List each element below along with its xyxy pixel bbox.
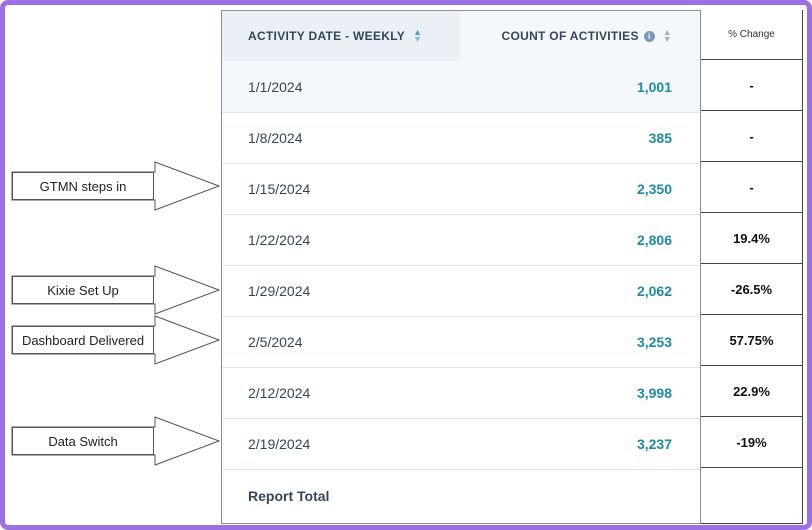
percent-change-cell: - [701,60,802,111]
annotation-gtmn-steps-in: GTMN steps in [12,172,154,200]
percent-change-cell: 57.75% [701,315,802,366]
row-date: 1/29/2024 [248,282,311,299]
row-date: 2/19/2024 [248,435,311,452]
percent-change-header: % Change [701,10,802,60]
annotation-kixie-set-up: Kixie Set Up [12,276,154,304]
sort-icon[interactable]: ▲ ▼ [662,27,672,44]
row-count: 385 [648,129,672,146]
table-row: 1/8/2024 385 [222,112,700,164]
table-row: 1/29/2024 2,062 [222,265,700,317]
row-count: 2,350 [636,180,672,197]
column-header-activity-date[interactable]: ACTIVITY DATE - WEEKLY ▲ ▼ [222,11,460,61]
table-row: 2/5/2024 3,253 [222,316,700,368]
percent-change-cell: -26.5% [701,264,802,315]
percent-change-cell: 19.4% [701,213,802,264]
percent-change-cell: -19% [701,417,802,468]
row-count: 3,237 [636,435,672,452]
table-row: 2/19/2024 3,237 [222,418,700,470]
row-date: 2/5/2024 [248,333,303,350]
sort-icon[interactable]: ▲ ▼ [413,27,423,44]
percent-change-total-cell [701,468,802,519]
info-icon[interactable]: i [643,30,655,42]
table-row: 1/22/2024 2,806 [222,214,700,266]
report-table: ACTIVITY DATE - WEEKLY ▲ ▼ COUNT OF ACTIV… [221,10,701,524]
row-date: 2/12/2024 [248,384,311,401]
row-date: 1/15/2024 [248,180,311,197]
table-header: ACTIVITY DATE - WEEKLY ▲ ▼ COUNT OF ACTIV… [222,11,700,62]
row-count: 3,253 [636,333,672,350]
column-header-count[interactable]: COUNT OF ACTIVITIES i ▲ ▼ [460,11,700,61]
table-row: 2/12/2024 3,998 [222,367,700,419]
annotation-data-switch: Data Switch [12,427,154,455]
row-count: 1,001 [636,78,672,95]
column-header-count-label: COUNT OF ACTIVITIES [501,29,639,43]
column-header-activity-date-label: ACTIVITY DATE - WEEKLY [248,29,406,43]
row-date: 1/1/2024 [248,78,303,95]
table-row: 1/1/2024 1,001 [222,61,700,113]
percent-change-cell: - [701,111,802,162]
percent-change-cell: 22.9% [701,366,802,417]
row-count: 3,998 [636,384,672,401]
report-total-row: Report Total [222,469,700,523]
percent-change-column: % Change - - - 19.4% -26.5% 57.75% 22.9%… [701,10,803,524]
row-date: 1/8/2024 [248,129,303,146]
row-count: 2,806 [636,231,672,248]
row-date: 1/22/2024 [248,231,311,248]
row-count: 2,062 [636,282,672,299]
percent-change-cell: - [701,162,802,213]
table-row: 1/15/2024 2,350 [222,163,700,215]
report-total-label: Report Total [248,488,330,504]
annotation-dashboard-delivered: Dashboard Delivered [12,326,154,354]
